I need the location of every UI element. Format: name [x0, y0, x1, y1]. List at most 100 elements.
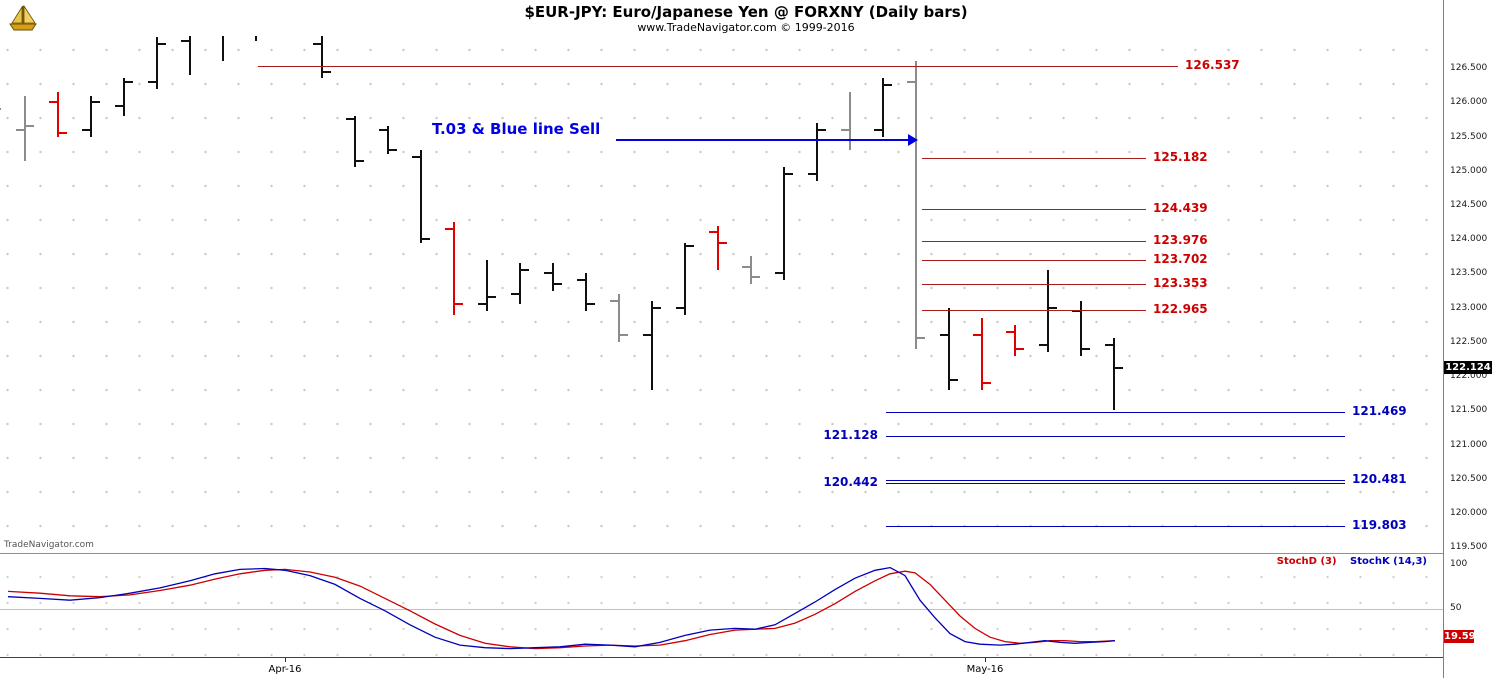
ohlc-bar-stem — [321, 36, 323, 78]
price-level-line[interactable] — [886, 412, 1345, 413]
ship-icon — [9, 4, 37, 31]
ohlc-bar-stem — [1014, 325, 1016, 356]
price-axis-tick: 126.000 — [1450, 97, 1488, 107]
ohlc-bar-stem — [651, 301, 653, 390]
ohlc-open-tick — [49, 101, 57, 103]
ohlc-bar-stem — [90, 96, 92, 137]
price-level-line[interactable] — [922, 310, 1146, 311]
price-level-label[interactable]: 125.182 — [1153, 150, 1208, 164]
ohlc-close-tick — [455, 303, 463, 305]
ohlc-bar-stem — [57, 92, 59, 137]
ohlc-close-tick — [92, 101, 100, 103]
price-level-label[interactable]: 120.481 — [1352, 472, 1407, 486]
ohlc-close-tick — [1016, 348, 1024, 350]
time-axis-tick — [285, 658, 286, 662]
price-chart-plot[interactable]: 126.537 125.182 124.439 123.976 123.702 123.3… — [0, 36, 1443, 553]
ohlc-open-tick — [511, 293, 519, 295]
ohlc-close-tick — [59, 132, 67, 134]
ohlc-open-tick — [1105, 344, 1113, 346]
chart-title: $EUR-JPY: Euro/Japanese Yen @ FORXNY (Da… — [524, 3, 968, 21]
ohlc-bar-stem — [156, 37, 158, 89]
sell-annotation-arrow[interactable] — [908, 134, 918, 146]
ohlc-close-tick — [1115, 367, 1123, 369]
ohlc-close-tick — [356, 160, 364, 162]
ohlc-bar-stem — [486, 260, 488, 311]
ohlc-open-tick — [808, 173, 816, 175]
price-level-label[interactable]: 122.965 — [1153, 302, 1208, 316]
price-level-line[interactable] — [922, 158, 1146, 159]
ohlc-open-tick — [379, 129, 387, 131]
time-axis[interactable]: Apr-16 May-16 — [0, 657, 1443, 678]
price-level-label[interactable]: 123.353 — [1153, 276, 1208, 290]
price-level-line[interactable] — [886, 526, 1345, 527]
trade-navigator-logo[interactable] — [8, 4, 38, 35]
ohlc-close-tick — [719, 242, 727, 244]
price-level-label[interactable]: 119.803 — [1352, 518, 1407, 532]
stoch-scale-50: 50 — [1450, 603, 1462, 613]
price-axis-tick: 124.500 — [1450, 200, 1488, 210]
ohlc-open-tick — [940, 334, 948, 336]
price-level-line[interactable] — [886, 480, 1345, 481]
price-level-line[interactable] — [886, 436, 1345, 437]
stoch-series-line — [7, 568, 1116, 650]
ohlc-bar-stem — [123, 78, 125, 116]
ohlc-bar-stem — [816, 123, 818, 181]
price-level-label[interactable]: 123.976 — [1153, 233, 1208, 247]
sell-annotation-text[interactable]: T.03 & Blue line Sell — [432, 120, 601, 138]
ohlc-close-tick — [620, 334, 628, 336]
ohlc-open-tick — [874, 129, 882, 131]
ohlc-open-tick — [577, 279, 585, 281]
time-axis-label: May-16 — [966, 664, 1004, 675]
ohlc-open-tick — [1039, 344, 1047, 346]
ohlc-close-tick — [0, 108, 1, 110]
ohlc-open-tick — [709, 231, 717, 233]
price-level-line[interactable] — [922, 260, 1146, 261]
price-level-label[interactable]: 120.442 — [823, 475, 878, 489]
price-level-line[interactable] — [922, 284, 1146, 285]
ohlc-open-tick — [1006, 331, 1014, 333]
price-level-label[interactable]: 124.439 — [1153, 201, 1208, 215]
ohlc-close-tick — [1082, 348, 1090, 350]
ohlc-bar-stem — [552, 263, 554, 291]
price-axis-tick: 126.500 — [1450, 63, 1488, 73]
price-level-line[interactable] — [922, 209, 1146, 210]
ohlc-open-tick — [346, 118, 354, 120]
ohlc-open-tick — [775, 272, 783, 274]
ohlc-open-tick — [181, 40, 189, 42]
time-axis-tick — [985, 658, 986, 662]
ohlc-open-tick — [544, 272, 552, 274]
ohlc-bar-stem — [585, 273, 587, 311]
price-level-line[interactable] — [922, 241, 1146, 242]
ohlc-open-tick — [841, 129, 849, 131]
price-axis-tick: 119.500 — [1450, 542, 1488, 552]
stochd-label[interactable]: StochD (3) — [1276, 556, 1337, 567]
ohlc-close-tick — [158, 43, 166, 45]
ohlc-close-tick — [785, 173, 793, 175]
price-axis-tick: 123.500 — [1450, 268, 1488, 278]
price-level-label[interactable]: 126.537 — [1185, 58, 1240, 72]
ohlc-bar-stem — [1113, 338, 1115, 410]
ohlc-close-tick — [1049, 307, 1057, 309]
ohlc-open-tick — [610, 300, 618, 302]
price-level-label[interactable]: 123.702 — [1153, 252, 1208, 266]
price-level-label[interactable]: 121.128 — [823, 428, 878, 442]
price-level-label[interactable]: 121.469 — [1352, 404, 1407, 418]
ohlc-close-tick — [422, 238, 430, 240]
price-axis[interactable]: 100 50 126.500 126.000 125.500 125.000 124.5… — [1443, 0, 1492, 678]
price-axis-tick: 123.000 — [1450, 303, 1488, 313]
ohlc-close-tick — [125, 81, 133, 83]
price-axis-tick: 121.000 — [1450, 440, 1488, 450]
ohlc-bar-stem — [750, 256, 752, 284]
ohlc-open-tick — [16, 129, 24, 131]
ohlc-close-tick — [818, 129, 826, 131]
stochastic-panel[interactable]: StochD (3) StochK (14,3) — [0, 553, 1443, 658]
ohlc-close-tick — [686, 245, 694, 247]
price-level-line[interactable] — [258, 66, 1178, 67]
stoch-scale-100: 100 — [1450, 559, 1468, 569]
ohlc-bar-stem — [24, 96, 26, 161]
price-level-line[interactable] — [886, 483, 1345, 484]
sell-annotation-line[interactable] — [616, 139, 909, 141]
stochk-label[interactable]: StochK (14,3) — [1350, 556, 1427, 567]
ohlc-bar-stem — [1047, 270, 1049, 352]
chart-subtitle: www.TradeNavigator.com © 1999-2016 — [637, 21, 855, 34]
